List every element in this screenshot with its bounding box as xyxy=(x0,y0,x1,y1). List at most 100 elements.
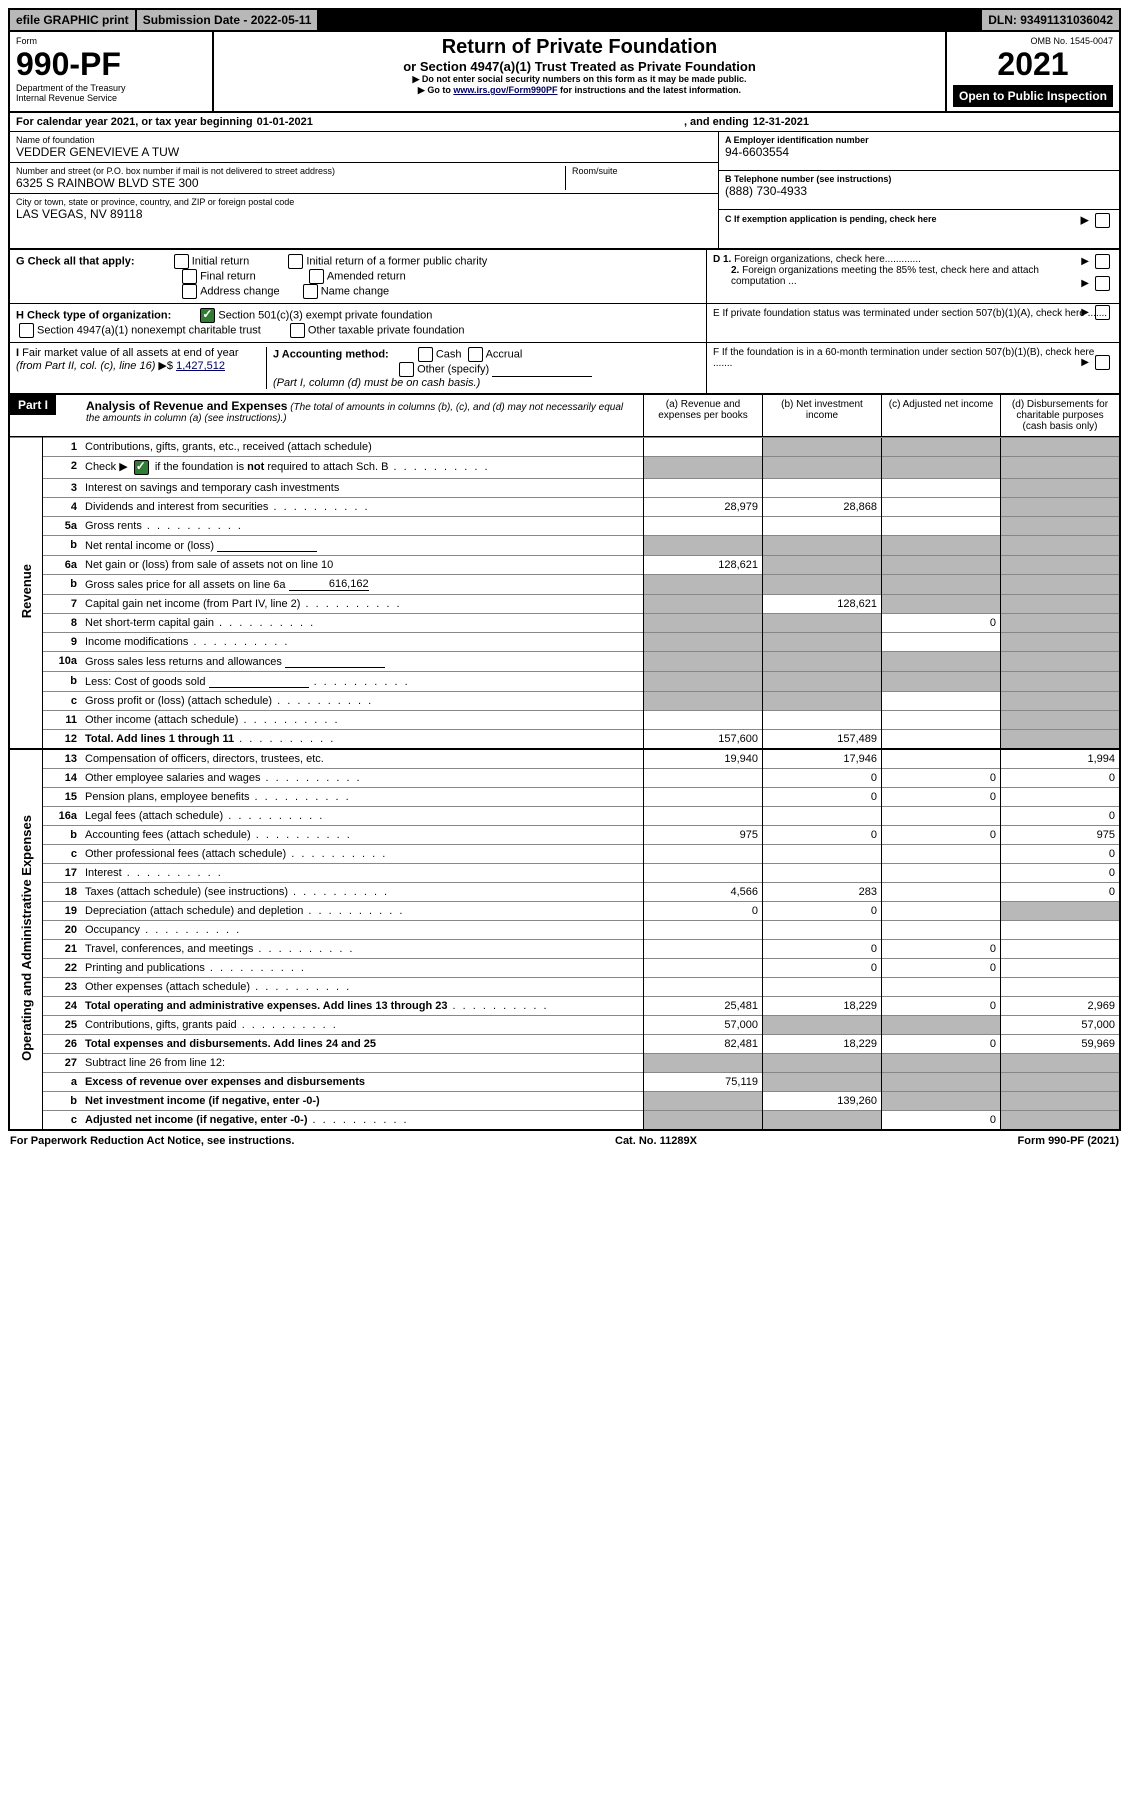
line-number: c xyxy=(43,1111,82,1130)
line-number: 2 xyxy=(43,457,82,479)
cell-d: 59,969 xyxy=(1001,1035,1120,1054)
efile-label[interactable]: efile GRAPHIC print xyxy=(10,10,135,30)
line-desc: Income modifications xyxy=(81,633,644,652)
form-title: Return of Private Foundation xyxy=(220,36,939,59)
cell-d xyxy=(1001,595,1120,614)
cell-d xyxy=(1001,556,1120,575)
cell-d xyxy=(1001,788,1120,807)
dln: DLN: 93491131036042 xyxy=(982,10,1119,30)
g-former-checkbox[interactable] xyxy=(288,254,303,269)
line-desc: Dividends and interest from securities xyxy=(81,498,644,517)
form-subtitle: or Section 4947(a)(1) Trust Treated as P… xyxy=(220,59,939,74)
line-desc: Total operating and administrative expen… xyxy=(81,997,644,1016)
line-number: 3 xyxy=(43,479,82,498)
line-number: 23 xyxy=(43,978,82,997)
line-desc: Printing and publications xyxy=(81,959,644,978)
cell-c xyxy=(882,902,1001,921)
cell-d xyxy=(1001,940,1120,959)
g-final-checkbox[interactable] xyxy=(182,269,197,284)
cell-d xyxy=(1001,921,1120,940)
table-row: 12Total. Add lines 1 through 11157,60015… xyxy=(10,730,1119,750)
g-name-checkbox[interactable] xyxy=(303,284,318,299)
table-row: bNet investment income (if negative, ent… xyxy=(10,1092,1119,1111)
d1-checkbox[interactable] xyxy=(1095,254,1110,269)
cell-a xyxy=(644,1092,763,1111)
line-number: b xyxy=(43,826,82,845)
cell-d xyxy=(1001,457,1120,479)
cell-b: 18,229 xyxy=(763,1035,882,1054)
city-label: City or town, state or province, country… xyxy=(16,197,712,207)
line-desc: Accounting fees (attach schedule) xyxy=(81,826,644,845)
line-number: 15 xyxy=(43,788,82,807)
j-other-checkbox[interactable] xyxy=(399,362,414,377)
cell-b xyxy=(763,1054,882,1073)
f-checkbox[interactable] xyxy=(1095,355,1110,370)
g-row: G Check all that apply: Initial return I… xyxy=(8,250,1121,304)
j-accrual-checkbox[interactable] xyxy=(468,347,483,362)
table-row: 19Depreciation (attach schedule) and dep… xyxy=(10,902,1119,921)
cell-d xyxy=(1001,633,1120,652)
h-501c3-checkbox[interactable] xyxy=(200,308,215,323)
cell-a: 57,000 xyxy=(644,1016,763,1035)
line-desc: Pension plans, employee benefits xyxy=(81,788,644,807)
line-desc: Other employee salaries and wages xyxy=(81,769,644,788)
line-number: 22 xyxy=(43,959,82,978)
irs-link[interactable]: www.irs.gov/Form990PF xyxy=(453,85,557,95)
cell-c xyxy=(882,1092,1001,1111)
cell-c xyxy=(882,692,1001,711)
table-row: 24Total operating and administrative exp… xyxy=(10,997,1119,1016)
line-desc: Other expenses (attach schedule) xyxy=(81,978,644,997)
line-desc: Total expenses and disbursements. Add li… xyxy=(81,1035,644,1054)
g-address-checkbox[interactable] xyxy=(182,284,197,299)
cell-d xyxy=(1001,672,1120,692)
line-number: 10a xyxy=(43,652,82,672)
d2-checkbox[interactable] xyxy=(1095,276,1110,291)
table-row: 18Taxes (attach schedule) (see instructi… xyxy=(10,883,1119,902)
cell-b: 18,229 xyxy=(763,997,882,1016)
cell-d xyxy=(1001,711,1120,730)
h-4947-checkbox[interactable] xyxy=(19,323,34,338)
h-label: H Check type of organization: xyxy=(16,309,171,321)
c-checkbox[interactable] xyxy=(1095,213,1110,228)
g-amended-checkbox[interactable] xyxy=(309,269,324,284)
table-row: 5aGross rents xyxy=(10,517,1119,536)
cell-c xyxy=(882,749,1001,769)
cell-c xyxy=(882,1073,1001,1092)
cell-c xyxy=(882,672,1001,692)
cell-d xyxy=(1001,517,1120,536)
foundation-name: VEDDER GENEVIEVE A TUW xyxy=(16,145,712,159)
cell-b: 0 xyxy=(763,826,882,845)
cell-a: 4,566 xyxy=(644,883,763,902)
schb-checkbox[interactable] xyxy=(134,460,149,475)
cell-b xyxy=(763,556,882,575)
cell-a xyxy=(644,614,763,633)
line-desc: Gross rents xyxy=(81,517,644,536)
cell-b xyxy=(763,536,882,556)
cell-b xyxy=(763,672,882,692)
g-initial-checkbox[interactable] xyxy=(174,254,189,269)
table-row: 3Interest on savings and temporary cash … xyxy=(10,479,1119,498)
cell-b xyxy=(763,479,882,498)
cell-a xyxy=(644,959,763,978)
e-checkbox[interactable] xyxy=(1095,305,1110,320)
line-desc: Gross sales price for all assets on line… xyxy=(81,575,644,595)
table-row: 15Pension plans, employee benefits00 xyxy=(10,788,1119,807)
cell-a xyxy=(644,672,763,692)
cell-d: 0 xyxy=(1001,864,1120,883)
col-a-hdr: (a) Revenue and expenses per books xyxy=(643,395,762,436)
omb: OMB No. 1545-0047 xyxy=(953,36,1113,46)
fmv-value[interactable]: 1,427,512 xyxy=(176,360,225,372)
j-cash-checkbox[interactable] xyxy=(418,347,433,362)
line-desc: Check ▶ if the foundation is not require… xyxy=(81,457,644,479)
line-desc: Gross sales less returns and allowances xyxy=(81,652,644,672)
cell-c xyxy=(882,633,1001,652)
line-number: 9 xyxy=(43,633,82,652)
cell-c xyxy=(882,438,1001,457)
c-label: C If exemption application is pending, c… xyxy=(725,214,937,224)
line-number: 14 xyxy=(43,769,82,788)
cell-d: 0 xyxy=(1001,769,1120,788)
cell-b xyxy=(763,457,882,479)
h-other-checkbox[interactable] xyxy=(290,323,305,338)
table-row: 20Occupancy xyxy=(10,921,1119,940)
cell-b: 17,946 xyxy=(763,749,882,769)
